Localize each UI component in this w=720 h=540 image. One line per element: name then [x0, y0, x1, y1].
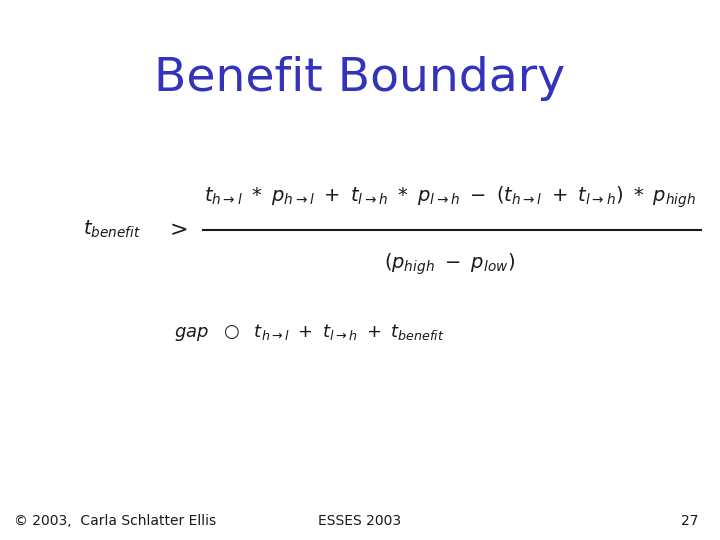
Text: $gap\ \ \bigcirc\ \ t_{h{\to}l}\ +\ t_{l{\to}h}\ +\ t_{benefit}$: $gap\ \ \bigcirc\ \ t_{h{\to}l}\ +\ t_{l… — [174, 322, 445, 342]
Text: © 2003,  Carla Schlatter Ellis: © 2003, Carla Schlatter Ellis — [14, 514, 217, 528]
Text: $(p_{high}\ -\ p_{low})$: $(p_{high}\ -\ p_{low})$ — [384, 252, 516, 278]
Text: 27: 27 — [681, 514, 698, 528]
Text: $t_{benefit}$: $t_{benefit}$ — [83, 219, 140, 240]
Text: $t_{h{\to}l}\ *\ p_{h{\to}l}\ +\ t_{l{\to}h}\ *\ p_{l{\to}h}\ -\ (t_{h{\to}l}\ +: $t_{h{\to}l}\ *\ p_{h{\to}l}\ +\ t_{l{\t… — [204, 184, 696, 210]
Text: Benefit Boundary: Benefit Boundary — [154, 56, 566, 101]
Text: ESSES 2003: ESSES 2003 — [318, 514, 402, 528]
Text: $>$: $>$ — [165, 219, 188, 240]
